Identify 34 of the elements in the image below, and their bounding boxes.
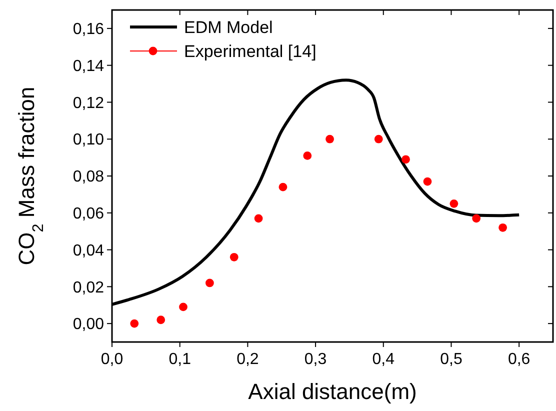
- point: [230, 252, 238, 262]
- y-tick-label: 0,16: [72, 21, 104, 38]
- legend-label: EDM Model: [184, 18, 273, 37]
- y-tick-label: 0,14: [72, 58, 104, 75]
- y-tick-label: 0,04: [72, 242, 104, 260]
- point: [130, 319, 139, 328]
- point: [254, 214, 263, 223]
- y-tick-label: 0,10: [72, 132, 104, 149]
- x-tick-label: 0,4: [372, 351, 395, 368]
- x-tick-label: 0,6: [508, 351, 530, 368]
- point: [402, 155, 410, 164]
- x-tick-label: 0,3: [304, 351, 327, 368]
- point: [472, 214, 481, 223]
- y-tick-label: 0,06: [72, 205, 104, 222]
- x-tick-label: 0,0: [100, 351, 124, 368]
- y-tick-label: 0,12: [72, 94, 104, 112]
- point: [206, 278, 214, 288]
- point: [179, 302, 188, 312]
- y-tick-label: 0,08: [72, 168, 104, 186]
- point: [278, 182, 288, 192]
- x-tick-label: 0,5: [440, 351, 462, 368]
- point: [374, 134, 383, 144]
- point: [423, 177, 432, 186]
- x-axis-title: Axial distance(m): [248, 379, 417, 404]
- legend-label: Experimental [14]: [184, 42, 316, 61]
- point: [303, 152, 312, 160]
- y-tick-label: 0,02: [72, 279, 104, 296]
- point: [498, 223, 507, 232]
- x-tick-label: 0,2: [236, 351, 259, 368]
- point: [450, 199, 458, 208]
- x-tick-label: 0,1: [168, 351, 192, 368]
- y-tick-label: 0,00: [72, 316, 104, 334]
- point: [156, 316, 166, 324]
- point: [326, 134, 334, 144]
